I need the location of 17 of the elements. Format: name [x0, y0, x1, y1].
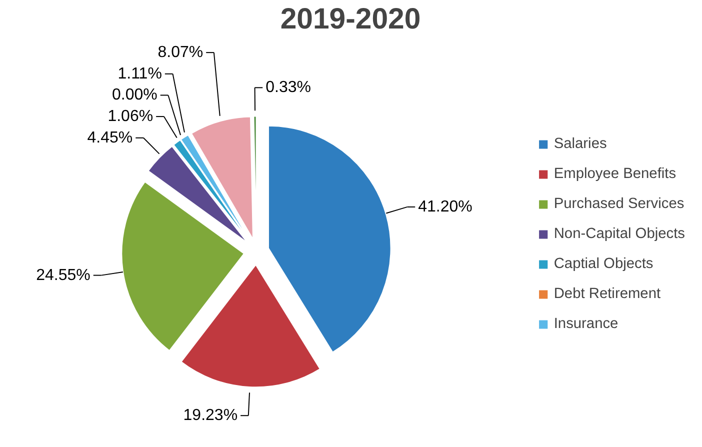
data-label: 1.06%: [108, 108, 154, 126]
legend-label: Employee Benefits: [554, 166, 676, 182]
data-label: 4.45%: [87, 129, 133, 146]
data-label: 24.55%: [36, 266, 90, 284]
data-label: 19.23%: [183, 407, 238, 424]
data-label: 0.33%: [266, 79, 311, 96]
chart-title: 2019-2020: [280, 2, 421, 36]
text: 0.00%: [112, 86, 158, 104]
data-label: 41.20%: [418, 198, 472, 216]
data-label: 8.07%: [158, 44, 204, 62]
legend-label: Salaries: [554, 136, 607, 152]
legend-label: Captial Objects: [554, 256, 654, 272]
legend-label: Debt Retirement: [554, 286, 661, 302]
legend-label: Purchased Services: [554, 196, 684, 212]
data-label: 1.11%: [118, 65, 162, 82]
legend-label: Non-Capital Objects: [554, 226, 685, 242]
legend-label: Insurance: [554, 316, 618, 332]
